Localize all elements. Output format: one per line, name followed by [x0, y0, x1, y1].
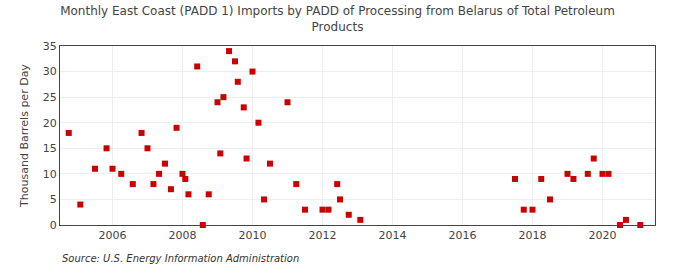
svg-text:25: 25 — [43, 91, 57, 104]
svg-text:2020: 2020 — [589, 229, 617, 242]
svg-text:Thousand Barrels per Day: Thousand Barrels per Day — [18, 64, 31, 208]
svg-text:30: 30 — [43, 65, 57, 78]
svg-text:10: 10 — [43, 168, 57, 181]
svg-text:20: 20 — [43, 117, 57, 130]
svg-text:2018: 2018 — [519, 229, 547, 242]
svg-text:2012: 2012 — [309, 229, 337, 242]
svg-text:2014: 2014 — [379, 229, 407, 242]
svg-text:Source: U.S. Energy Informatio: Source: U.S. Energy Information Administ… — [62, 253, 299, 264]
svg-text:0: 0 — [50, 219, 57, 232]
svg-text:2006: 2006 — [99, 229, 127, 242]
svg-text:2016: 2016 — [449, 229, 477, 242]
svg-text:35: 35 — [43, 40, 57, 53]
svg-text:5: 5 — [50, 193, 57, 206]
svg-text:2008: 2008 — [169, 229, 197, 242]
svg-text:Monthly East Coast (PADD 1) Im: Monthly East Coast (PADD 1) Imports by P… — [60, 4, 615, 34]
svg-text:15: 15 — [43, 142, 57, 155]
svg-text:2010: 2010 — [239, 229, 267, 242]
